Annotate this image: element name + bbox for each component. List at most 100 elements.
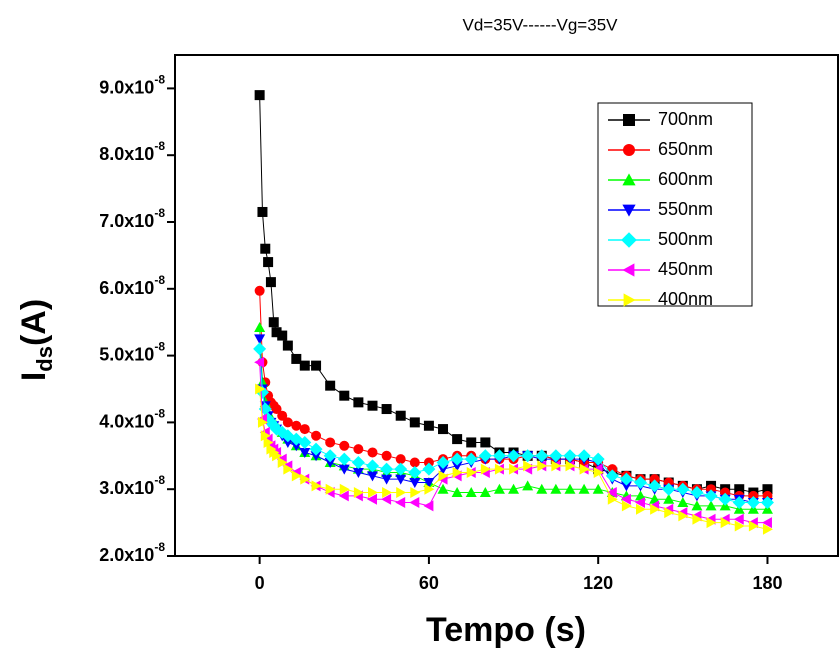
data-point (367, 400, 378, 411)
data-point (394, 462, 408, 476)
data-point (277, 410, 288, 421)
data-point (254, 334, 266, 345)
data-point (706, 517, 717, 529)
legend-marker (622, 263, 635, 277)
y-axis-title: Ids(A) (15, 299, 57, 381)
data-point (550, 483, 562, 494)
data-point (437, 464, 449, 475)
data-point (650, 503, 661, 515)
data-point (325, 380, 336, 391)
data-point (311, 480, 322, 492)
data-point (409, 457, 420, 468)
data-point (395, 497, 406, 509)
data-point (337, 452, 351, 466)
data-point (635, 497, 646, 509)
data-point (338, 464, 350, 475)
data-point (254, 322, 266, 333)
legend-label: 500nm (658, 229, 713, 249)
data-point (762, 523, 773, 535)
legend-label: 700nm (658, 109, 713, 129)
data-point (424, 483, 435, 495)
legend-label: 550nm (658, 199, 713, 219)
data-point (746, 496, 760, 510)
data-point (395, 474, 407, 485)
data-point (551, 460, 562, 472)
data-point (396, 487, 407, 499)
data-point (690, 486, 704, 500)
x-axis-title: Tempo (s) (426, 611, 586, 649)
data-point (395, 454, 406, 465)
data-point (353, 444, 364, 455)
data-point (478, 449, 492, 463)
y-tick-label: 2.0x10-8 (99, 540, 165, 565)
data-point (382, 487, 393, 499)
legend-marker (622, 204, 636, 217)
data-point (263, 436, 274, 448)
data-point (254, 90, 265, 101)
y-tick-label: 4.0x10-8 (99, 407, 165, 432)
data-point (536, 483, 548, 494)
data-point (451, 461, 463, 472)
data-point (282, 437, 294, 448)
data-point (508, 483, 520, 494)
data-point (422, 462, 436, 476)
data-point (290, 441, 302, 452)
data-point (436, 455, 450, 469)
data-point (410, 487, 421, 499)
legend-marker (622, 173, 636, 186)
data-point (592, 483, 604, 494)
x-tick-label: 120 (583, 573, 613, 593)
y-tick-label: 7.0x10-8 (99, 206, 165, 231)
data-point (381, 450, 392, 461)
data-point (480, 463, 491, 475)
y-tick-label: 8.0x10-8 (99, 139, 165, 164)
data-point (409, 478, 421, 489)
data-point (466, 437, 477, 448)
data-point (423, 420, 434, 431)
data-point (479, 487, 491, 498)
data-point (367, 447, 378, 458)
data-point (381, 404, 392, 415)
data-point (494, 463, 505, 475)
data-point (621, 500, 632, 512)
data-point (607, 464, 618, 475)
data-point (282, 340, 293, 351)
data-point (577, 449, 591, 463)
data-point (339, 390, 350, 401)
data-point (353, 487, 364, 499)
data-point (465, 487, 477, 498)
series-line (259, 338, 768, 504)
data-point (299, 360, 310, 371)
data-point (718, 492, 732, 506)
data-point (521, 449, 535, 463)
data-point (691, 500, 703, 511)
data-point (760, 496, 774, 510)
data-point (437, 483, 449, 494)
data-point (607, 493, 618, 505)
data-point (291, 420, 302, 431)
series-line (259, 327, 768, 510)
data-point (323, 449, 337, 463)
data-point (578, 483, 590, 494)
data-point (452, 467, 463, 478)
legend-marker (623, 114, 635, 126)
data-point (480, 437, 491, 448)
data-point (438, 424, 449, 435)
data-point (381, 474, 393, 485)
data-point (579, 463, 590, 475)
data-point (677, 497, 689, 508)
data-point (493, 483, 505, 494)
data-point (761, 517, 772, 529)
data-point (676, 482, 690, 496)
x-tick-label: 60 (419, 573, 439, 593)
data-point (537, 460, 548, 472)
y-tick-label: 9.0x10-8 (99, 73, 165, 98)
data-point (732, 496, 746, 510)
plot-frame (174, 54, 839, 557)
y-tick-label: 6.0x10-8 (99, 273, 165, 298)
data-point (634, 476, 648, 490)
data-point (298, 435, 312, 449)
data-point (423, 478, 435, 489)
data-point (257, 206, 268, 217)
